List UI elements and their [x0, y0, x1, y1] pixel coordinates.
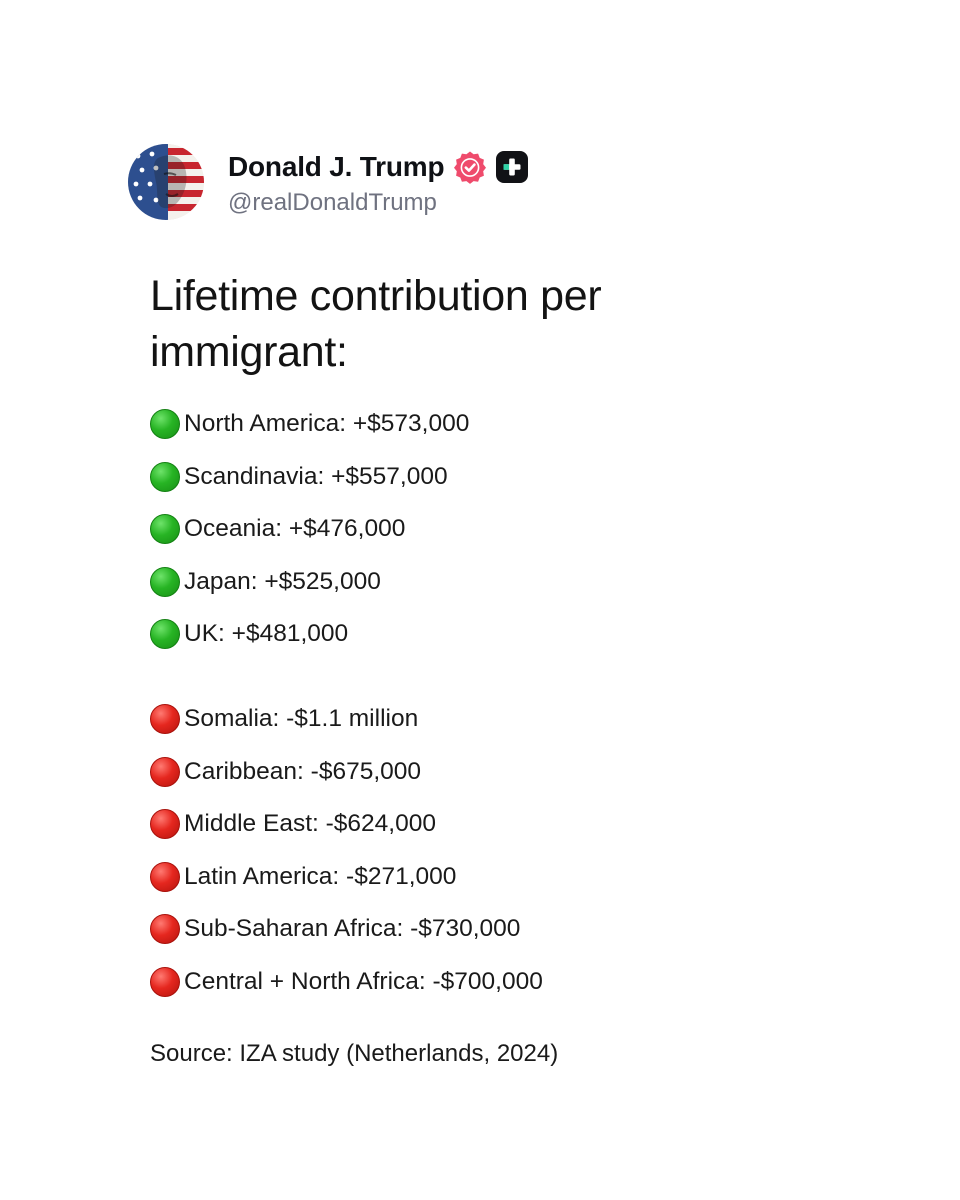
list-item-label: Central + North Africa: -$700,000 [184, 967, 543, 995]
positive-list: North America: +$573,000 Scandinavia: +$… [150, 398, 469, 661]
list-item-label: Caribbean: -$675,000 [184, 757, 422, 785]
list-item: Somalia: -$1.1 million [150, 693, 543, 746]
list-item: Central + North Africa: -$700,000 [150, 956, 543, 1009]
source-note: Source: IZA study (Netherlands, 2024) [150, 1040, 559, 1067]
negative-list: Somalia: -$1.1 million Caribbean: -$675,… [150, 693, 543, 1008]
list-item-label: Scandinavia: +$557,000 [184, 462, 448, 490]
red-circle-icon [150, 809, 180, 840]
list-item: Latin America: -$271,000 [150, 851, 543, 904]
green-circle-icon [150, 461, 180, 492]
list-item: Middle East: -$624,000 [150, 798, 543, 851]
display-name[interactable]: Donald J. Trump [228, 151, 445, 182]
list-item: Japan: +$525,000 [150, 556, 469, 609]
name-row: Donald J. Trump [228, 147, 529, 187]
author-block: Donald J. Trump @realDonaldTrump [228, 147, 529, 217]
list-item-label: Japan: +$525,000 [184, 567, 381, 595]
red-circle-icon [150, 756, 180, 787]
red-circle-icon [150, 966, 180, 997]
list-item: Sub-Saharan Africa: -$730,000 [150, 903, 543, 956]
post-header: Donald J. Trump @realDonaldTrump [128, 143, 529, 221]
green-circle-icon [150, 619, 180, 650]
handle[interactable]: @realDonaldTrump [228, 189, 437, 216]
green-circle-icon [150, 514, 180, 545]
list-item-label: North America: +$573,000 [184, 410, 470, 438]
green-circle-icon [150, 566, 180, 597]
verified-badge-icon [453, 150, 487, 184]
list-item: Scandinavia: +$557,000 [150, 451, 469, 504]
list-item-label: Somalia: -$1.1 million [184, 705, 419, 733]
red-circle-icon [150, 914, 180, 945]
red-circle-icon [150, 704, 180, 735]
list-item-label: UK: +$481,000 [184, 620, 349, 648]
list-item-label: Oceania: +$476,000 [184, 515, 406, 543]
list-item-label: Middle East: -$624,000 [184, 810, 436, 838]
avatar[interactable] [128, 144, 204, 220]
flag-portrait-avatar-icon [128, 144, 204, 220]
list-item-label: Sub-Saharan Africa: -$730,000 [184, 915, 521, 943]
post-title: Lifetime contribution per immigrant: [150, 272, 602, 376]
list-item-label: Latin America: -$271,000 [184, 862, 457, 890]
list-item: Oceania: +$476,000 [150, 503, 469, 556]
green-circle-icon [150, 409, 180, 440]
plus-square-icon[interactable] [495, 150, 529, 184]
list-item: North America: +$573,000 [150, 398, 469, 451]
red-circle-icon [150, 861, 180, 892]
list-item: Caribbean: -$675,000 [150, 746, 543, 799]
list-item: UK: +$481,000 [150, 608, 469, 661]
